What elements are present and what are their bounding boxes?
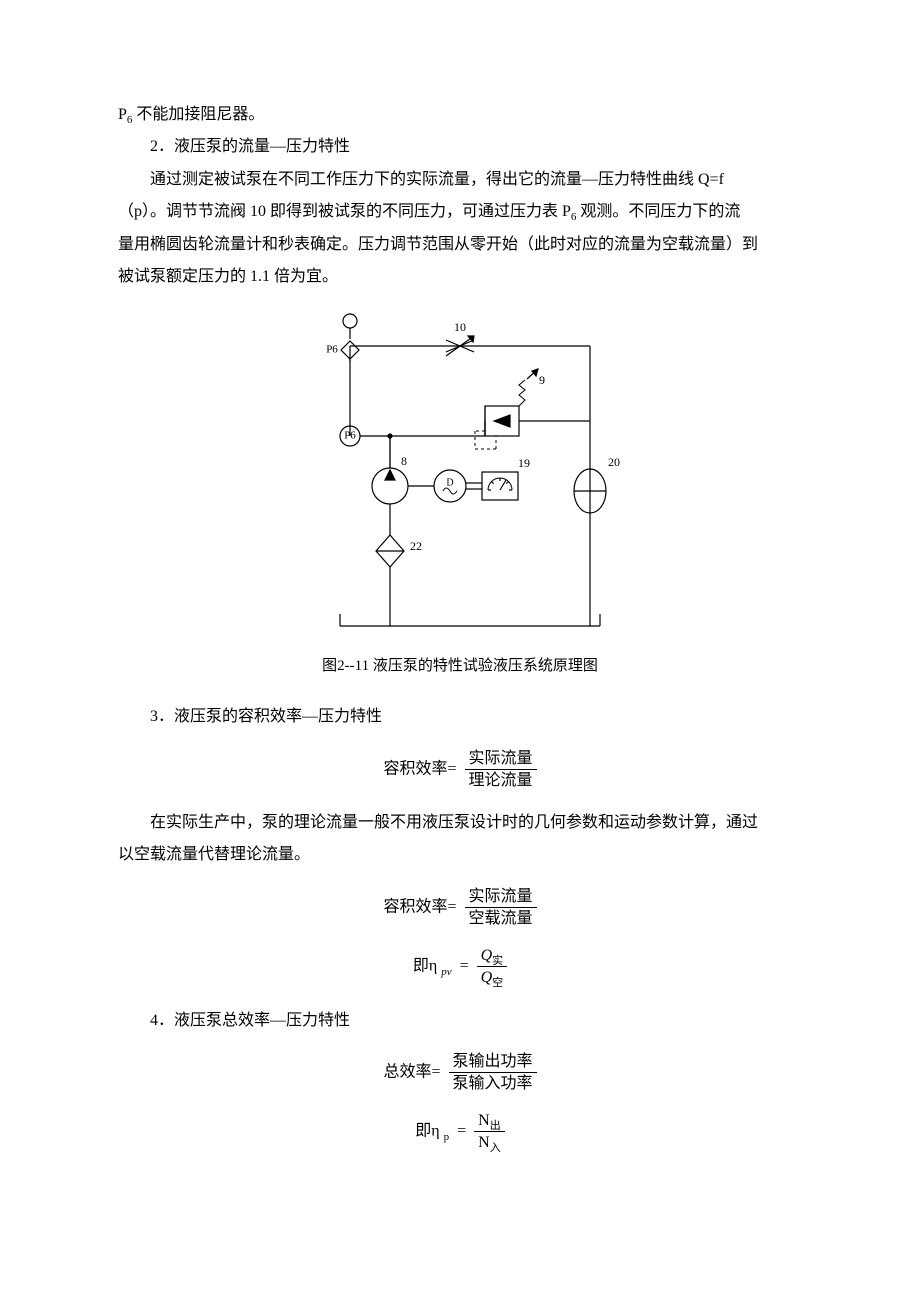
eq3-den: Q空 <box>477 967 508 987</box>
eq1-num: 实际流量 <box>465 749 537 770</box>
eq5-den-N: N <box>478 1134 490 1151</box>
equation-3: 即η pv = Q实 Q空 <box>118 946 802 987</box>
hydraulic-diagram: P6 10 P6 8 D 19 9 20 22 <box>280 306 640 636</box>
eq2-num: 实际流量 <box>465 887 537 908</box>
para-2b: （p）。调节节流阀 10 即得到被试泵的不同压力，可通过压力表 P6 观测。不同… <box>118 197 802 227</box>
eq3-pre: 即η <box>413 958 437 975</box>
para-3a: 在实际生产中，泵的理论流量一般不用液压泵设计时的几何参数和运动参数计算，通过 <box>118 808 802 838</box>
eq5-num-N: N <box>478 1112 490 1129</box>
heading-4: 4．液压泵总效率—压力特性 <box>118 1006 802 1036</box>
eq3-frac: Q实 Q空 <box>477 946 508 987</box>
p2b-pre: （p）。调节节流阀 10 即得到被试泵的不同压力，可通过压力表 P <box>118 203 571 220</box>
para-2d: 被试泵额定压力的 1.1 倍为宜。 <box>118 262 802 292</box>
p2b-post: 观测。不同压力下的流 <box>576 203 740 220</box>
eq2-frac: 实际流量 空载流量 <box>465 887 537 928</box>
eq5-eq: = <box>457 1123 466 1140</box>
eq5-pre: 即η <box>415 1123 439 1140</box>
eq1-lhs: 容积效率= <box>383 760 456 777</box>
eq3-den-Q: Q <box>481 969 493 986</box>
svg-text:P6: P6 <box>326 344 338 356</box>
eq1-den: 理论流量 <box>465 770 537 790</box>
equation-2: 容积效率= 实际流量 空载流量 <box>118 887 802 928</box>
figure-caption: 图2--11 液压泵的特性试验液压系统原理图 <box>118 652 802 681</box>
eq5-den: N入 <box>474 1132 505 1152</box>
svg-text:22: 22 <box>410 539 422 553</box>
eq1-frac: 实际流量 理论流量 <box>465 749 537 790</box>
eq3-eq: = <box>460 958 469 975</box>
heading-2: 2．液压泵的流量—压力特性 <box>118 132 802 162</box>
svg-text:20: 20 <box>608 455 620 469</box>
equation-1: 容积效率= 实际流量 理论流量 <box>118 749 802 790</box>
eq4-frac: 泵输出功率 泵输入功率 <box>449 1052 537 1093</box>
eq3-num-sub: 实 <box>492 955 503 967</box>
eq3-num: Q实 <box>477 946 508 967</box>
svg-text:P6: P6 <box>344 430 356 442</box>
eq5-num-sub: 出 <box>490 1120 501 1132</box>
eq4-den: 泵输入功率 <box>449 1073 537 1093</box>
svg-text:10: 10 <box>454 320 466 334</box>
svg-text:9: 9 <box>539 373 545 387</box>
svg-text:D: D <box>446 478 453 489</box>
eq5-frac: N出 N入 <box>474 1111 505 1152</box>
eq2-lhs: 容积效率= <box>383 898 456 915</box>
svg-text:19: 19 <box>518 456 530 470</box>
text-p6-post: 不能加接阻尼器。 <box>132 106 264 123</box>
eq3-sub: pv <box>441 966 451 978</box>
eq3-num-Q: Q <box>481 947 493 964</box>
eq3-den-sub: 空 <box>492 978 503 990</box>
eq5-sub: p <box>444 1131 450 1143</box>
eq4-num: 泵输出功率 <box>449 1052 537 1073</box>
eq2-den: 空载流量 <box>465 908 537 928</box>
line-p6-note: P6 不能加接阻尼器。 <box>118 100 802 130</box>
para-2a: 通过测定被试泵在不同工作压力下的实际流量，得出它的流量—压力特性曲线 Q=f <box>118 165 802 195</box>
equation-5: 即η p = N出 N入 <box>118 1111 802 1152</box>
svg-text:8: 8 <box>401 454 407 468</box>
eq5-num: N出 <box>474 1111 505 1132</box>
eq4-lhs: 总效率= <box>383 1063 440 1080</box>
figure-2-11: P6 10 P6 8 D 19 9 20 22 图2--11 液压泵的特性试验液压系统原理图 <box>118 306 802 680</box>
equation-4: 总效率= 泵输出功率 泵输入功率 <box>118 1052 802 1093</box>
text-p6: P <box>118 106 127 123</box>
eq5-den-sub: 入 <box>490 1143 501 1155</box>
para-2c: 量用椭圆齿轮流量计和秒表确定。压力调节范围从零开始（此时对应的流量为空载流量）到 <box>118 230 802 260</box>
para-3b: 以空载流量代替理论流量。 <box>118 840 802 870</box>
heading-3: 3．液压泵的容积效率—压力特性 <box>118 702 802 732</box>
